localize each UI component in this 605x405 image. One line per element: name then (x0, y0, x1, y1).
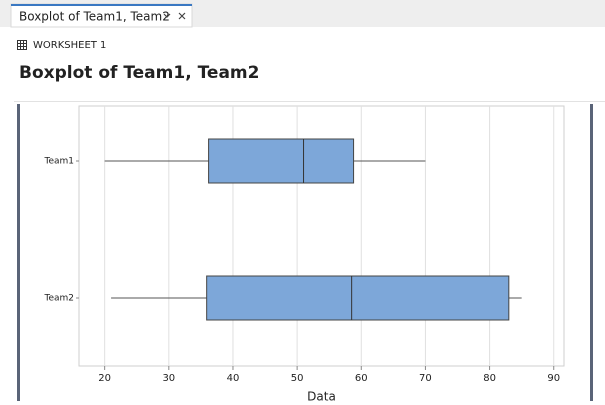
x-tick-label: 60 (355, 373, 368, 384)
tab-accent (11, 4, 192, 6)
x-tick-label: 50 (291, 373, 304, 384)
x-tick-label: 90 (547, 373, 560, 384)
y-tick-label: Team2 (43, 294, 74, 304)
x-tick-label: 30 (162, 373, 175, 384)
plot: 20 30 40 50 60 70 80 90 Data Team1 Team2 (43, 105, 565, 404)
box (206, 275, 510, 321)
tab-menu-icon[interactable] (163, 13, 171, 18)
chart-title: Boxplot of Team1, Team2 (19, 63, 259, 83)
x-tick-label: 40 (227, 373, 240, 384)
worksheet-label: WORKSHEET 1 (33, 40, 106, 51)
box (208, 138, 355, 184)
panel-border-right (590, 104, 593, 401)
x-tick-label: 20 (98, 373, 111, 384)
y-tick-label: Team1 (43, 157, 74, 167)
x-axis-label: Data (307, 390, 336, 402)
x-tick-label: 80 (483, 373, 496, 384)
worksheet-icon (17, 40, 27, 50)
tab-title[interactable]: Boxplot of Team1, Team2 (19, 10, 170, 24)
panel-border-left (17, 104, 20, 401)
x-tick-label: 70 (419, 373, 432, 384)
tab-close-icon[interactable] (178, 12, 186, 20)
